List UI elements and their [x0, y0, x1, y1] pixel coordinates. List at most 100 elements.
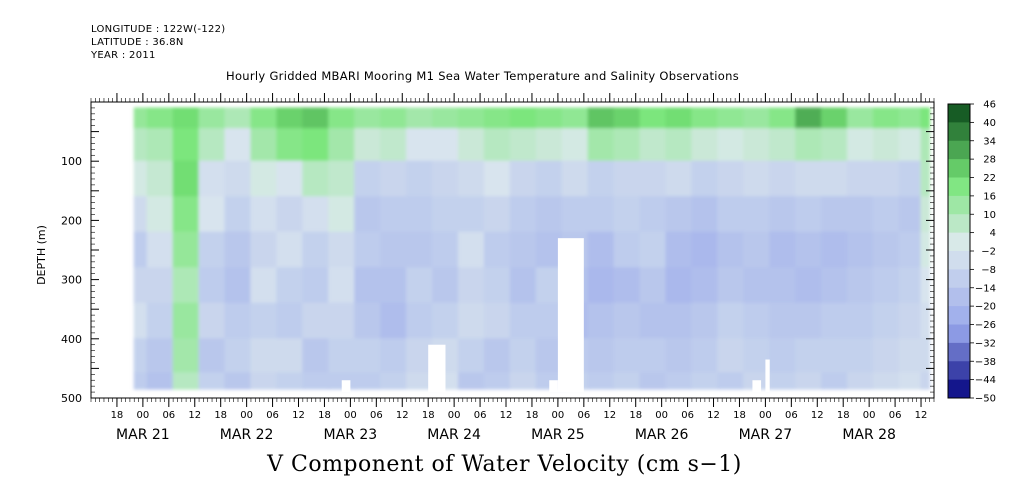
- heatmap-cell: [172, 160, 200, 198]
- heatmap-cell: [146, 267, 174, 304]
- heatmap-cell: [920, 231, 931, 269]
- heatmap-cell: [561, 107, 589, 130]
- heatmap-cell: [587, 231, 615, 269]
- heatmap-cell: [639, 302, 667, 340]
- heatmap-cell: [198, 302, 226, 340]
- colorbar-label: 34: [983, 136, 996, 147]
- heatmap-cell: [821, 267, 849, 304]
- heatmap-cell: [639, 128, 667, 162]
- heatmap-cell: [872, 372, 900, 390]
- x-date-label: MAR 22: [220, 427, 274, 443]
- heatmap-cell: [406, 128, 434, 162]
- x-date-label: MAR 27: [739, 427, 793, 443]
- heatmap-cell: [795, 128, 823, 162]
- heatmap-cell: [717, 302, 745, 340]
- heatmap-cell: [133, 231, 148, 269]
- heatmap-cell: [717, 372, 745, 390]
- heatmap-cell: [769, 302, 797, 340]
- heatmap-cell: [821, 196, 849, 233]
- heatmap-cell: [665, 196, 693, 233]
- x-tick-label: 00: [655, 410, 668, 421]
- heatmap-cell: [769, 267, 797, 304]
- heatmap-cell: [483, 160, 511, 198]
- heatmap-cell: [276, 196, 304, 233]
- colorbar-label: −8: [981, 265, 996, 276]
- heatmap-cell: [457, 196, 485, 233]
- heatmap-cell: [457, 160, 485, 198]
- heatmap-cell: [743, 302, 771, 340]
- colorbar-label: −2: [981, 247, 996, 258]
- x-tick-label: 18: [111, 410, 124, 421]
- x-tick-label: 06: [266, 410, 279, 421]
- heatmap-cell: [172, 231, 200, 269]
- heatmap-cell: [483, 231, 511, 269]
- heatmap-cell: [198, 231, 226, 269]
- heatmap-cell: [717, 128, 745, 162]
- heatmap-cell: [769, 372, 797, 390]
- heatmap-cell: [432, 302, 459, 340]
- x-tick-label: 00: [448, 410, 461, 421]
- heatmap-cell: [146, 160, 174, 198]
- x-tick-label: 18: [837, 410, 850, 421]
- colorbar-label: 22: [983, 173, 996, 184]
- x-tick-label: 00: [759, 410, 772, 421]
- x-date-label: MAR 25: [531, 427, 585, 443]
- heatmap-cell: [302, 160, 330, 198]
- heatmap-cell: [432, 196, 459, 233]
- heatmap-cell: [872, 302, 900, 340]
- heatmap-cell: [898, 302, 922, 340]
- heatmap-cell: [691, 196, 719, 233]
- heatmap-cell: [302, 231, 330, 269]
- heatmap-cell: [691, 372, 719, 390]
- heatmap-cell: [224, 196, 252, 233]
- heatmap-cell: [328, 196, 356, 233]
- heatmap-cell: [172, 107, 200, 130]
- longitude-label: LONGITUDE : 122W(-122): [91, 24, 226, 35]
- heatmap-cell: [172, 196, 200, 233]
- x-tick-label: 06: [681, 410, 694, 421]
- heatmap-cell: [380, 107, 408, 130]
- heatmap-cell: [328, 160, 356, 198]
- heatmap-cell: [872, 196, 900, 233]
- heatmap-cell: [457, 107, 485, 130]
- heatmap-cell: [691, 338, 719, 374]
- heatmap-cell: [795, 196, 823, 233]
- heatmap-cell: [587, 160, 615, 198]
- heatmap-cell: [898, 267, 922, 304]
- heatmap-cell: [665, 302, 693, 340]
- heatmap-cell: [769, 196, 797, 233]
- heatmap-cell: [302, 372, 330, 390]
- heatmap-cell: [691, 231, 719, 269]
- heatmap-cell: [302, 107, 330, 130]
- missing-data-layer: [341, 238, 770, 393]
- x-tick-label: 12: [292, 410, 305, 421]
- heatmap-cell: [769, 338, 797, 374]
- heatmap-cell: [795, 160, 823, 198]
- heatmap-cell: [198, 338, 226, 374]
- x-tick-label: 06: [577, 410, 590, 421]
- heatmap-cell: [250, 196, 278, 233]
- heatmap-cell: [406, 196, 434, 233]
- heatmap-cell: [795, 231, 823, 269]
- colorbar-label: 10: [983, 210, 996, 221]
- heatmap-cell: [587, 302, 615, 340]
- y-tick-label: 400: [61, 333, 82, 346]
- variable-title: V Component of Water Velocity (cm s−1): [267, 452, 742, 477]
- x-date-label: MAR 23: [324, 427, 378, 443]
- heatmap-cell: [133, 160, 148, 198]
- heatmap-cell: [198, 196, 226, 233]
- heatmap-cell: [457, 231, 485, 269]
- heatmap-cell: [509, 372, 537, 390]
- colorbar-label: −50: [975, 394, 996, 405]
- colorbar-label: 28: [983, 155, 996, 166]
- heatmap-cell: [354, 128, 382, 162]
- missing-data-region: [765, 359, 770, 393]
- colorbar-swatch: [948, 379, 970, 399]
- colorbar-swatch: [948, 159, 970, 178]
- heatmap-cell: [224, 267, 252, 304]
- data-layer: [133, 107, 931, 390]
- heatmap-cell: [509, 160, 537, 198]
- heatmap-cell: [795, 267, 823, 304]
- heatmap-cell: [587, 372, 615, 390]
- heatmap-cell: [743, 128, 771, 162]
